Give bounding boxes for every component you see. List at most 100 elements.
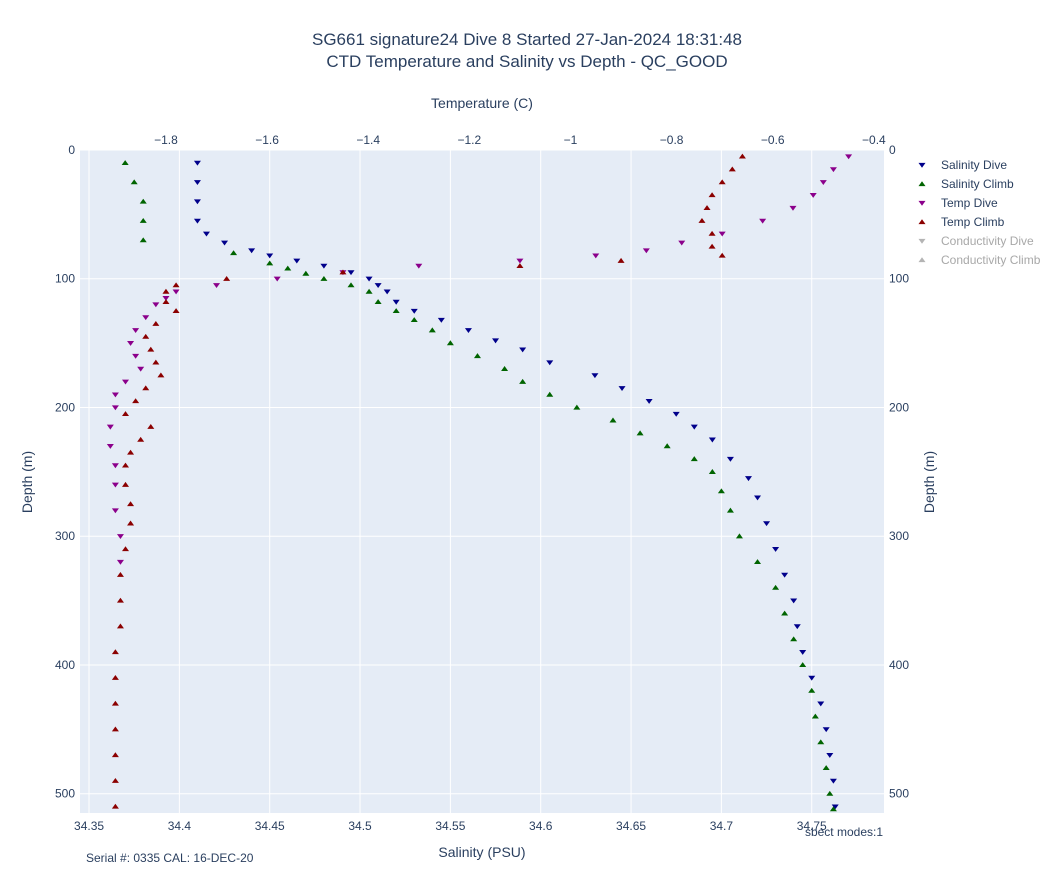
- temp-climb-point: [172, 282, 180, 288]
- temp-climb-point: [708, 230, 716, 236]
- temp-climb-point: [122, 462, 130, 468]
- salinity-climb-point: [609, 417, 617, 423]
- temp-dive-point: [809, 192, 817, 198]
- temp-climb-point: [152, 359, 160, 365]
- salinity-dive-point: [347, 270, 355, 276]
- x-tick-top: −1.6: [255, 133, 279, 147]
- salinity-dive-point: [690, 424, 698, 430]
- salinity-dive-point: [365, 276, 373, 282]
- salinity-climb-point: [826, 790, 834, 796]
- temp-climb-point: [172, 308, 180, 314]
- x-tick-bottom: 34.7: [710, 819, 734, 833]
- temp-climb-point: [718, 179, 726, 185]
- temp-dive-point: [819, 180, 827, 185]
- y-tick-right: 0: [889, 143, 896, 157]
- legend-item-temp-climb[interactable]: Temp Climb: [941, 215, 1005, 229]
- temp-climb-point: [122, 411, 130, 417]
- x-tick-top: −0.6: [761, 133, 785, 147]
- grid-lines: [80, 149, 884, 813]
- salinity-climb-point: [428, 327, 436, 333]
- temp-dive-point: [845, 154, 853, 160]
- salinity-climb-point: [636, 430, 644, 436]
- legend-item-salinity-climb[interactable]: Salinity Climb: [941, 177, 1014, 191]
- salinity-climb-point: [663, 443, 671, 449]
- salinity-dive-point: [410, 308, 418, 314]
- salinity-climb-point: [726, 507, 734, 513]
- salinity-climb-point: [717, 488, 725, 494]
- temp-climb-point: [162, 288, 170, 294]
- legend-marker-conductivity-dive: [918, 238, 926, 244]
- temp-dive-point: [162, 295, 170, 301]
- serial-cal-annotation: Serial #: 0335 CAL: 16-DEC-20: [86, 851, 254, 865]
- legend-item-conductivity-climb[interactable]: Conductivity Climb: [941, 253, 1041, 267]
- salinity-climb-point: [392, 308, 400, 314]
- y-tick-left: 500: [55, 787, 75, 801]
- salinity-dive-point: [464, 328, 472, 334]
- salinity-dive-point: [266, 253, 274, 259]
- temp-dive-point: [116, 559, 124, 565]
- salinity-dive-point: [781, 572, 789, 578]
- salinity-dive-point: [618, 386, 626, 391]
- temp-dive-point: [122, 379, 130, 385]
- temp-dive-point: [111, 405, 119, 411]
- temp-dive-point: [718, 231, 726, 237]
- salinity-dive-point: [383, 289, 391, 295]
- temp-dive-point: [111, 482, 119, 488]
- salinity-dive-point: [726, 456, 734, 462]
- salinity-climb-point: [374, 299, 382, 305]
- legend-marker-temp-dive: [918, 200, 926, 206]
- salinity-climb-point: [284, 265, 292, 271]
- salinity-climb-point: [799, 662, 807, 668]
- temp-climb-point: [116, 572, 124, 577]
- temp-dive-point: [516, 258, 524, 264]
- legend-item-temp-dive[interactable]: Temp Dive: [941, 196, 998, 210]
- salinity-dive-point: [708, 437, 716, 443]
- salinity-climb-point: [230, 250, 238, 256]
- salinity-climb-point: [266, 260, 274, 266]
- legend-item-salinity-dive[interactable]: Salinity Dive: [941, 158, 1007, 172]
- right-axis-title: Depth (m): [921, 451, 937, 513]
- temp-dive-point: [759, 218, 767, 224]
- x-tick-top: −1.8: [154, 133, 178, 147]
- temp-climb-point: [127, 449, 135, 455]
- salinity-dive-point: [822, 727, 830, 733]
- temp-dive-point: [132, 328, 140, 334]
- salinity-dive-point: [546, 360, 554, 366]
- y-tick-left: 100: [55, 272, 75, 286]
- salinity-dive-point: [772, 546, 780, 552]
- temp-dive-point: [127, 341, 135, 346]
- temp-dive-point: [789, 205, 797, 211]
- legend-marker-salinity-dive: [918, 162, 926, 168]
- salinity-climb-point: [139, 237, 147, 243]
- temp-dive-point: [111, 508, 119, 514]
- temp-climb-point: [147, 346, 155, 352]
- salinity-climb-point: [302, 270, 310, 276]
- temp-climb-point: [728, 166, 736, 172]
- top-axis-title: Temperature (C): [431, 95, 533, 111]
- x-tick-bottom: 34.65: [616, 819, 646, 833]
- salinity-dive-point: [793, 624, 801, 630]
- y-tick-right: 500: [889, 787, 909, 801]
- salinity-dive-point: [248, 248, 256, 254]
- y-tick-right: 100: [889, 272, 909, 286]
- temp-climb-point: [137, 436, 145, 442]
- temp-dive-point: [132, 353, 140, 359]
- temp-dive-point: [142, 315, 150, 321]
- temp-climb-point: [127, 501, 135, 507]
- y-tick-right: 400: [889, 658, 909, 672]
- salinity-climb-point: [139, 198, 147, 204]
- salinity-dive-point: [492, 338, 500, 344]
- legend-item-conductivity-dive[interactable]: Conductivity Dive: [941, 234, 1034, 248]
- salinity-climb-point: [546, 391, 554, 397]
- salinity-climb-point: [121, 160, 129, 165]
- temp-climb-point: [122, 546, 130, 552]
- salinity-dive-point: [790, 598, 798, 604]
- salinity-dive-point: [829, 778, 837, 784]
- temp-climb-point: [111, 700, 119, 706]
- salinity-climb-point: [573, 404, 581, 410]
- temp-dive-point: [152, 302, 160, 308]
- salinity-climb-point: [790, 636, 798, 642]
- y-tick-left: 300: [55, 529, 75, 543]
- salinity-dive-point: [799, 649, 807, 655]
